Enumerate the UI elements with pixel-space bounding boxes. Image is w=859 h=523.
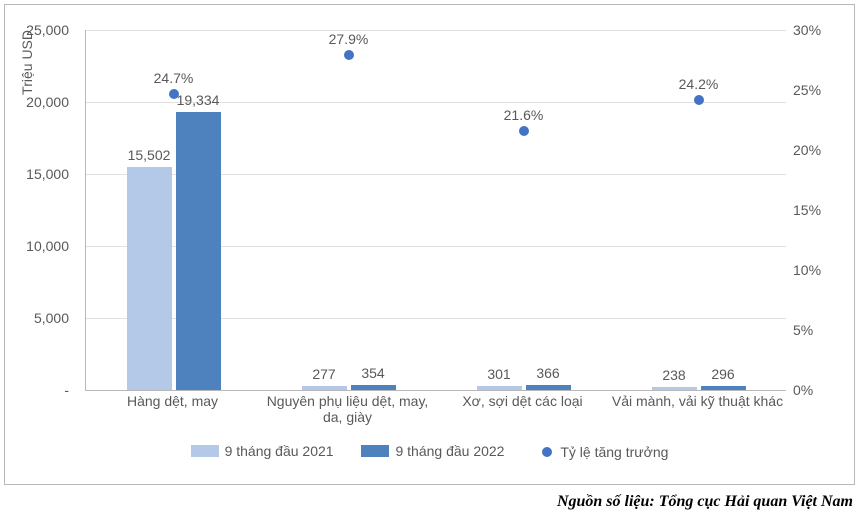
legend-item-growth: Tỷ lệ tăng trưởng [532,444,668,460]
legend-swatch-2022 [361,445,389,457]
y-tick-right: 25% [793,82,821,98]
y-tick-left: 20,000 [9,94,69,110]
bar-value-label: 301 [487,366,510,382]
legend-item-2021: 9 tháng đầu 2021 [191,443,334,459]
legend-item-2022: 9 tháng đầu 2022 [361,443,504,459]
bar [176,112,221,390]
x-tick-label: Nguyên phụ liệu dệt, may, da, giày [260,393,435,425]
legend-dot-growth [542,447,552,457]
legend: 9 tháng đầu 2021 9 tháng đầu 2022 Tỷ lệ … [5,443,854,460]
chart-container: Triệu USD 15,502 19,334 24.7% 277 354 27.9% 30… [0,0,859,523]
bar-value-label: 296 [711,366,734,382]
bar [127,167,172,390]
bar-value-label: 277 [312,366,335,382]
bar [652,387,697,390]
bar-value-label: 366 [536,365,559,381]
growth-point [519,126,529,136]
x-tick-label: Hàng dệt, may [85,393,260,409]
source-text: Nguồn số liệu: Tổng cục Hải quan Việt Na… [557,493,853,511]
growth-label: 24.7% [154,70,194,86]
growth-label: 21.6% [504,107,544,123]
growth-label: 27.9% [329,31,369,47]
y-tick-left: 5,000 [9,310,69,326]
bar [351,385,396,390]
y-tick-left: 10,000 [9,238,69,254]
y-tick-right: 10% [793,262,821,278]
y-tick-left: - [9,382,69,398]
legend-label-2021: 9 tháng đầu 2021 [225,443,334,459]
bar [701,386,746,390]
bar-value-label: 19,334 [177,92,220,108]
y-tick-right: 0% [793,382,813,398]
legend-label-2022: 9 tháng đầu 2022 [395,443,504,459]
x-tick-label: Vải mành, vải kỹ thuật khác [610,393,785,409]
bar-value-label: 354 [361,365,384,381]
y-tick-left: 15,000 [9,166,69,182]
y-tick-right: 5% [793,322,813,338]
y-tick-right: 15% [793,202,821,218]
x-tick-label: Xơ, sợi dệt các loại [435,393,610,409]
bar [526,385,571,390]
legend-swatch-2021 [191,445,219,457]
growth-label: 24.2% [679,76,719,92]
bar [477,386,522,390]
chart-frame: Triệu USD 15,502 19,334 24.7% 277 354 27.9% 30… [4,4,855,485]
growth-point [694,95,704,105]
y-axis-left-label: Triệu USD [19,30,35,95]
y-tick-right: 30% [793,22,821,38]
y-tick-left: 25,000 [9,22,69,38]
bar [302,386,347,390]
y-tick-right: 20% [793,142,821,158]
legend-label-growth: Tỷ lệ tăng trưởng [560,444,668,460]
plot-area: 15,502 19,334 24.7% 277 354 27.9% 301 366 21.6% 2… [85,30,786,391]
bar-value-label: 238 [662,367,685,383]
growth-point [169,89,179,99]
gridline [86,30,786,31]
bar-value-label: 15,502 [128,147,171,163]
growth-point [344,50,354,60]
